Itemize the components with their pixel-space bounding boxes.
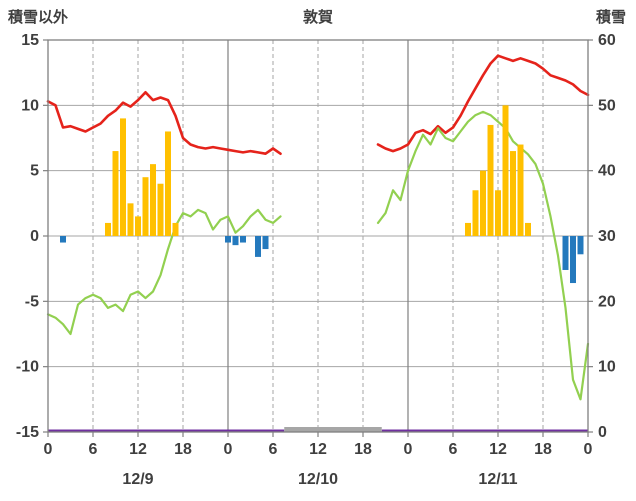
x-axis-tick-label: 12 xyxy=(129,441,147,458)
negative-bars xyxy=(562,236,569,270)
snow-depth-line xyxy=(376,110,590,401)
x-axis-tick-label: 18 xyxy=(174,441,192,458)
right-axis-tick-label: 20 xyxy=(598,293,616,310)
precipitation-bars xyxy=(135,216,141,236)
x-axis-tick-label: 12 xyxy=(309,441,327,458)
negative-bars xyxy=(60,236,66,243)
left-axis-title: 積雪以外 xyxy=(8,9,69,26)
precipitation-bars xyxy=(517,144,524,236)
left-axis-tick-label: 10 xyxy=(21,97,39,114)
precipitation-bars xyxy=(502,105,509,236)
x-axis-tick-label: 0 xyxy=(224,441,233,458)
negative-bars xyxy=(225,236,231,243)
left-axis-tick-label: 0 xyxy=(30,228,39,245)
precipitation-bars xyxy=(487,124,494,236)
precipitation-bars xyxy=(495,190,501,236)
precipitation-bars xyxy=(120,118,126,236)
x-axis-day-label: 12/11 xyxy=(478,471,517,488)
right-axis-tick-label: 30 xyxy=(598,228,616,245)
negative-bars xyxy=(577,236,584,255)
right-axis-tick-label: 0 xyxy=(598,424,607,441)
negative-bars xyxy=(232,236,239,246)
right-axis-tick-label: 50 xyxy=(598,97,616,114)
negative-bars xyxy=(570,236,576,284)
x-axis-tick-label: 12 xyxy=(489,441,507,458)
negative-bars xyxy=(262,236,269,250)
precipitation-bars xyxy=(150,164,156,236)
x-axis-tick-label: 18 xyxy=(534,441,552,458)
x-axis-tick-label: 6 xyxy=(89,441,98,458)
left-axis-tick-label: -5 xyxy=(25,293,39,310)
temperature-line xyxy=(46,91,282,155)
x-axis-tick-label: 18 xyxy=(354,441,372,458)
left-axis-tick-label: 5 xyxy=(30,163,39,180)
precipitation-bars xyxy=(142,177,149,236)
x-axis-tick-label: 0 xyxy=(584,441,593,458)
x-axis-tick-label: 0 xyxy=(44,441,53,458)
precipitation-bars xyxy=(510,151,516,236)
precipitation-bars xyxy=(472,190,479,236)
left-axis-tick-label: -15 xyxy=(16,424,39,441)
left-axis-tick-label: -10 xyxy=(16,359,39,376)
temperature-line xyxy=(376,54,590,153)
negative-bars xyxy=(240,236,246,243)
precipitation-bars xyxy=(465,222,471,236)
left-axis-tick-label: 15 xyxy=(21,32,39,49)
precipitation-bars xyxy=(112,151,119,236)
x-axis-tick-label: 6 xyxy=(449,441,458,458)
precipitation-bars xyxy=(127,203,134,236)
right-axis-title: 積雪 xyxy=(595,9,626,26)
precipitation-bars xyxy=(525,222,531,236)
x-axis-tick-label: 6 xyxy=(269,441,278,458)
precipitation-bars xyxy=(105,222,111,236)
x-axis-tick-label: 0 xyxy=(404,441,413,458)
precipitation-bars xyxy=(172,222,179,236)
negative-bars xyxy=(255,236,261,257)
chart-title: 敦賀 xyxy=(302,9,333,26)
right-axis-tick-label: 60 xyxy=(598,32,616,49)
snow-depth-line xyxy=(46,208,282,336)
precipitation-bars xyxy=(165,131,171,236)
x-axis-day-label: 12/9 xyxy=(122,471,153,488)
precipitation-bars xyxy=(157,183,164,236)
precipitation-bars xyxy=(480,170,486,236)
x-axis-day-label: 12/10 xyxy=(298,471,338,488)
right-axis-tick-label: 10 xyxy=(598,359,616,376)
right-axis-tick-label: 40 xyxy=(598,163,616,180)
